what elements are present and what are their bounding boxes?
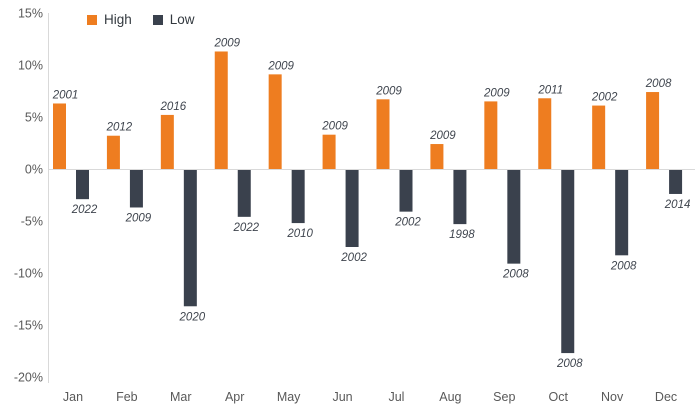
bar-high xyxy=(430,144,444,169)
bar-low xyxy=(76,170,89,200)
y-tick-label: 15% xyxy=(18,7,43,21)
bar-low xyxy=(453,170,467,225)
y-tick-label: -10% xyxy=(14,267,43,281)
legend-label-low: Low xyxy=(169,12,195,27)
bar-high xyxy=(214,51,228,170)
bar-high xyxy=(268,74,282,169)
x-tick-label: Jan xyxy=(63,390,83,404)
bar-low xyxy=(615,170,629,256)
bar-low xyxy=(237,170,251,217)
annotation-high-year: 2009 xyxy=(375,85,402,97)
bar-low xyxy=(345,170,359,247)
annotation-high-year: 2009 xyxy=(483,87,510,99)
bar-high xyxy=(322,134,336,169)
bar-high xyxy=(376,99,390,169)
annotation-high-year: 2002 xyxy=(591,92,618,104)
annotation-low-year: 2008 xyxy=(610,260,637,272)
bar-low xyxy=(183,170,197,307)
x-tick-label: Sep xyxy=(493,390,515,404)
x-tick-label: Dec xyxy=(655,390,677,404)
annotation-high-year: 2009 xyxy=(429,130,456,142)
annotation-low-year: 2002 xyxy=(394,217,421,229)
legend-swatch-low-icon xyxy=(152,14,163,25)
x-tick-label: Aug xyxy=(439,390,461,404)
y-tick-label: -15% xyxy=(14,319,43,333)
bar-low xyxy=(507,170,521,264)
annotation-high-year: 2009 xyxy=(267,60,294,72)
chart-legend: High Low xyxy=(87,12,209,27)
annotation-high-year: 2009 xyxy=(321,121,348,133)
annotation-low-year: 2002 xyxy=(340,252,367,264)
annotation-low-year: 2010 xyxy=(286,228,313,240)
legend-swatch-high-icon xyxy=(87,14,97,25)
y-tick-label: 5% xyxy=(25,111,43,125)
x-tick-label: Mar xyxy=(170,390,192,404)
bar-high xyxy=(53,103,66,169)
annotation-high-year: 2011 xyxy=(537,84,563,96)
bar-high xyxy=(538,98,552,169)
annotation-low-year: 2014 xyxy=(664,199,691,211)
bar-low xyxy=(669,170,683,194)
annotation-low-year: 1998 xyxy=(449,229,475,241)
bar-low xyxy=(399,170,413,212)
legend-label-high: High xyxy=(104,12,132,27)
x-tick-label: Apr xyxy=(225,390,244,404)
bar-high xyxy=(646,92,660,169)
bar-high xyxy=(106,135,120,169)
bar-high xyxy=(160,114,174,169)
y-tick-label: -20% xyxy=(14,371,43,385)
bar-low xyxy=(129,170,143,208)
annotation-low-year: 2022 xyxy=(71,204,98,216)
bar-low xyxy=(291,170,305,224)
annotation-low-year: 2020 xyxy=(179,311,206,323)
x-tick-label: May xyxy=(277,390,301,404)
y-tick-label: 0% xyxy=(25,163,43,177)
y-tick-label: -5% xyxy=(21,215,43,229)
bar-high xyxy=(592,105,606,169)
annotation-high-year: 2001 xyxy=(52,89,79,101)
annotation-high-year: 2008 xyxy=(645,78,672,90)
annotation-low-year: 2008 xyxy=(556,358,583,370)
x-tick-label: Feb xyxy=(116,390,138,404)
annotation-low-year: 2022 xyxy=(232,222,259,234)
x-tick-label: Jul xyxy=(388,390,404,404)
annotation-low-year: 2008 xyxy=(502,269,529,281)
x-tick-label: Oct xyxy=(548,390,568,404)
annotation-high-year: 2012 xyxy=(106,122,133,134)
y-tick-label: 10% xyxy=(18,59,43,73)
annotation-high-year: 2009 xyxy=(213,37,240,49)
annotation-high-year: 2016 xyxy=(160,101,187,113)
annotation-low-year: 2009 xyxy=(125,212,152,224)
x-tick-label: Nov xyxy=(601,390,624,404)
bar-high xyxy=(484,101,498,169)
x-tick-label: Jun xyxy=(332,390,352,404)
bar-low xyxy=(561,170,575,354)
